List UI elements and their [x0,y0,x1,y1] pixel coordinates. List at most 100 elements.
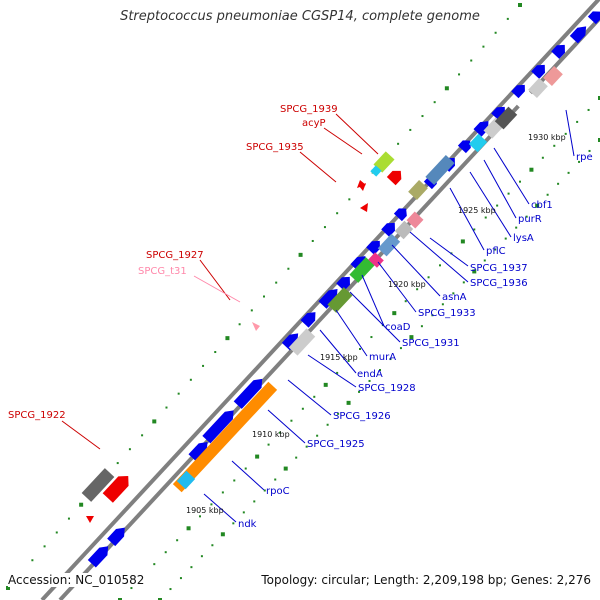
pseudo-grey-block [288,328,316,356]
trna-cyan-block-shape [176,470,196,490]
tick-dot [458,73,461,76]
forward-gene-label-leader [335,309,368,357]
tick-dot [287,267,290,270]
cds-forward-arrow-shape [381,222,395,237]
cds-forward-arrow-shape [202,410,234,444]
scale-label: 1930 kbp [528,133,566,142]
reverse-gene-label: SPCG_1922 [8,410,66,421]
misc-steelblue-block-shape [425,154,455,186]
tick-dot [238,323,241,326]
tick-dot [220,532,225,537]
cds-reverse-arrow [102,476,129,503]
cds-forward-arrow-shape [569,26,587,44]
tick-dot [397,142,400,145]
cds-forward-arrow-shape [281,333,299,351]
forward-gene-label-leader [267,409,306,444]
tick-dot [519,180,521,183]
misc-white-block-shape [514,89,536,111]
tick-dot [483,259,486,262]
tick-dot [379,369,381,371]
tick-dot [482,45,485,48]
tick-dot [359,348,361,350]
tick-dot [31,559,34,562]
misc-steel-block-shape [377,233,401,257]
tick-dot [557,182,560,185]
tick-dot [274,478,277,481]
forward-gene-label-leader [565,109,575,157]
cds-forward-arrow [318,288,338,309]
reverse-gene-label-leader [335,113,379,155]
tick-dot [460,239,465,244]
tick-dot [392,311,397,316]
scale-label: 1915 kbp [320,353,358,362]
forward-gene-label: SPCG_1936 [470,278,528,289]
tick-dot [515,226,518,229]
cds-forward-arrow [531,64,545,79]
pseudo-grey-block-shape [288,328,316,356]
tick-dot [290,419,293,422]
tick-dot [546,193,549,196]
tick-dot [253,500,256,503]
tick-dot [518,3,522,7]
tick-dot [598,138,600,142]
forward-gene-label: asnA [442,292,467,303]
cds-reverse-arrow-shape [386,170,402,186]
forward-gene-label-leader [287,379,332,416]
tick-dot [326,423,329,426]
cds-reverse-small [86,516,94,523]
trna-cyan-block [176,470,196,490]
scale-label: 1920 kbp [388,280,426,289]
tick-dot [409,335,414,340]
reverse-gene-label-leader [61,420,101,450]
tick-dot [494,31,497,34]
misc-salmon-block [543,66,563,86]
tick-dot [409,128,412,131]
forward-gene-label-leader [231,460,265,491]
cds-forward-arrow [87,546,109,568]
tick-dot [578,160,581,163]
genome-summary-text: Topology: circular; Length: 2,209,198 bp… [261,573,591,587]
feature-track [81,11,600,568]
tick-dot [263,489,266,492]
misc-olive-block-shape [327,287,353,313]
tick-dot [79,502,84,507]
forward-gene-label: SPCG_1931 [402,338,460,349]
cds-reverse-grey [81,468,115,502]
tick-dot [567,171,570,174]
tick-dot [176,539,179,542]
reverse-gene-label-leader [323,127,363,155]
reverse-gene-label-leader [299,151,337,183]
tick-dot [348,198,351,201]
cds-forward-arrow [202,410,234,444]
tick-dot [295,456,298,459]
tick-dot [336,212,339,215]
tick-dot [130,587,133,590]
tick-dot [179,577,182,580]
tick-dot [177,392,180,395]
tick-dot [190,566,193,569]
tick-dot [298,252,303,257]
forward-gene-label-leader [483,159,517,219]
forward-gene-label: purR [518,214,542,225]
tick-dot [347,359,350,362]
cds-forward-arrow [393,208,407,222]
tick-dot [250,309,253,312]
misc-pink-block-shape [406,211,424,229]
misc-cyan-small [370,165,382,177]
forward-gene-label-leader [409,231,469,283]
cds-forward-arrow-shape [551,44,565,59]
tick-dot [420,325,423,328]
tick-dot [311,239,314,242]
tick-dot [279,431,281,434]
tick-dot [525,215,528,218]
forward-gene-label: SPCG_1926 [333,411,391,422]
tick-dot [255,454,260,459]
misc-olive-block [327,287,353,313]
forward-gene-label-leader [493,147,530,205]
tick-dot [507,192,510,195]
cds-reverse-arrow [386,170,402,186]
misc-lightgrey-block [394,220,414,240]
cds-forward-arrow-shape [300,312,316,328]
tick-dot [233,479,236,482]
cds-forward-arrow-shape [233,378,263,409]
